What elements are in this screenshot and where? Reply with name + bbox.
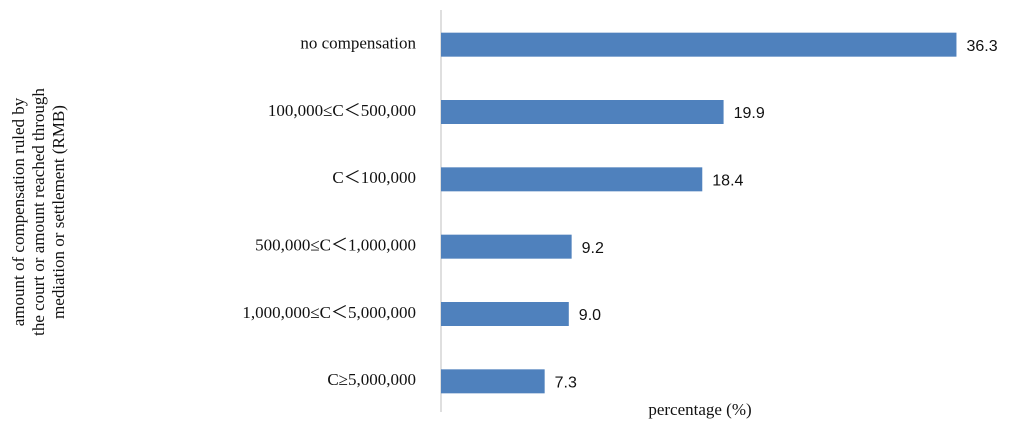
y-axis-label-line: amount of compensation ruled by [9,97,28,326]
y-tick-label: 1,000,000≤C＜5,000,000 [242,303,416,322]
bar [441,32,957,57]
bar [441,302,569,326]
bar [441,100,724,124]
bar [441,369,545,394]
y-tick-label: C≥5,000,000 [327,370,416,389]
data-label: 9.2 [582,240,604,257]
y-tick-label: no compensation [300,34,416,53]
data-label: 19.9 [734,105,765,122]
data-label: 9.0 [579,307,601,324]
data-label: 36.3 [966,38,997,55]
y-tick-label: 500,000≤C＜1,000,000 [255,236,416,255]
data-label: 18.4 [712,173,743,190]
y-axis-label-line: mediation or settlement (RMB) [49,105,68,319]
y-tick-label: C＜100,000 [332,168,416,187]
y-tick-label: 100,000≤C＜500,000 [268,101,416,120]
data-label: 7.3 [555,375,577,392]
y-axis-label: amount of compensation ruled by the cour… [9,88,68,336]
x-axis-label: percentage (%) [648,400,751,419]
y-axis-label-line: the court or amount reached through [29,88,48,336]
bar [441,234,572,259]
bar [441,167,703,192]
